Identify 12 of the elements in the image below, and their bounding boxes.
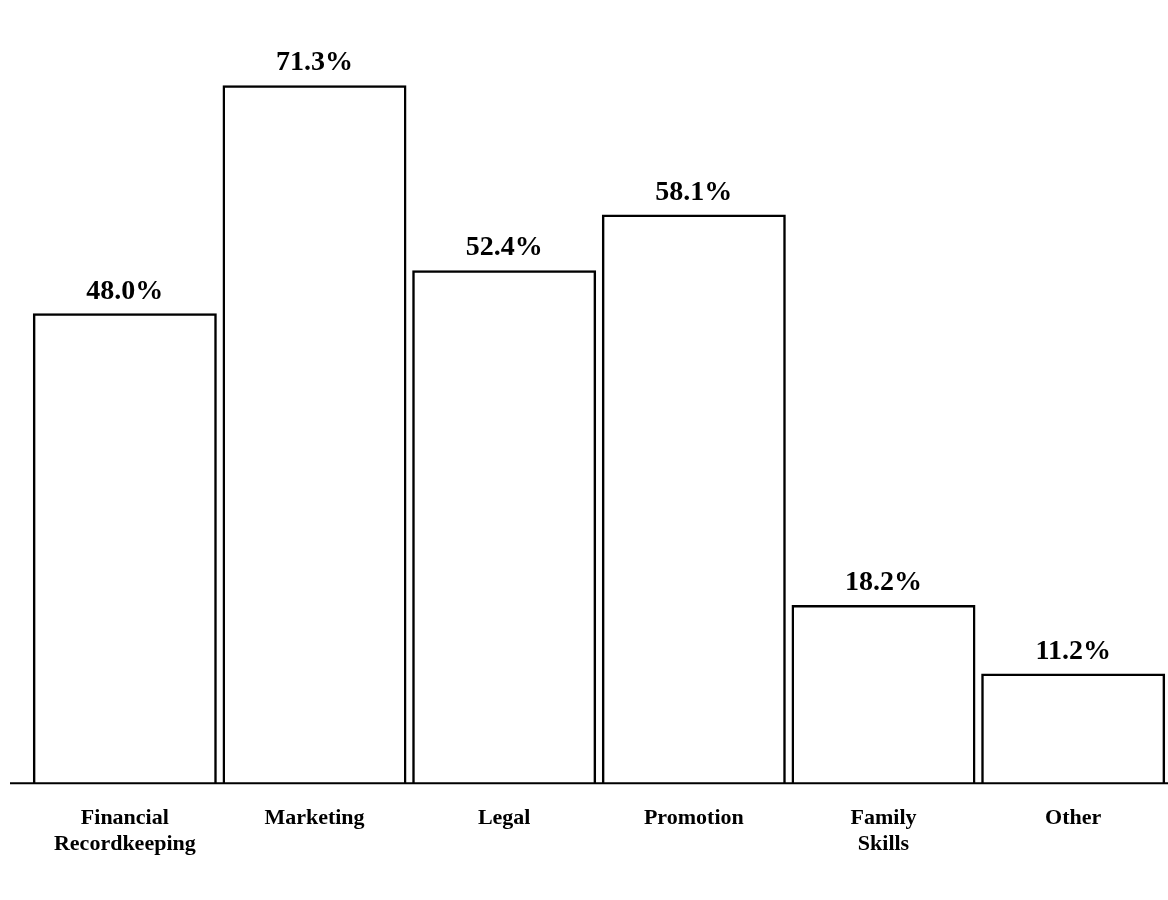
x-tick-label: Family Skills: [850, 804, 917, 856]
x-tick-label: Marketing: [264, 804, 365, 830]
data-label: 71.3%: [276, 45, 353, 77]
x-tick-label: Legal: [477, 804, 531, 830]
x-tick-label: Other: [1045, 804, 1102, 830]
data-label: 18.2%: [845, 565, 922, 597]
x-tick-label: Financial Recordkeeping: [53, 804, 196, 856]
x-tick-label: Promotion: [643, 804, 744, 830]
data-label: 48.0%: [86, 273, 164, 305]
data-label: 52.4%: [465, 230, 543, 262]
data-label: 58.1%: [655, 174, 733, 206]
data-label: 11.2%: [1035, 633, 1111, 665]
